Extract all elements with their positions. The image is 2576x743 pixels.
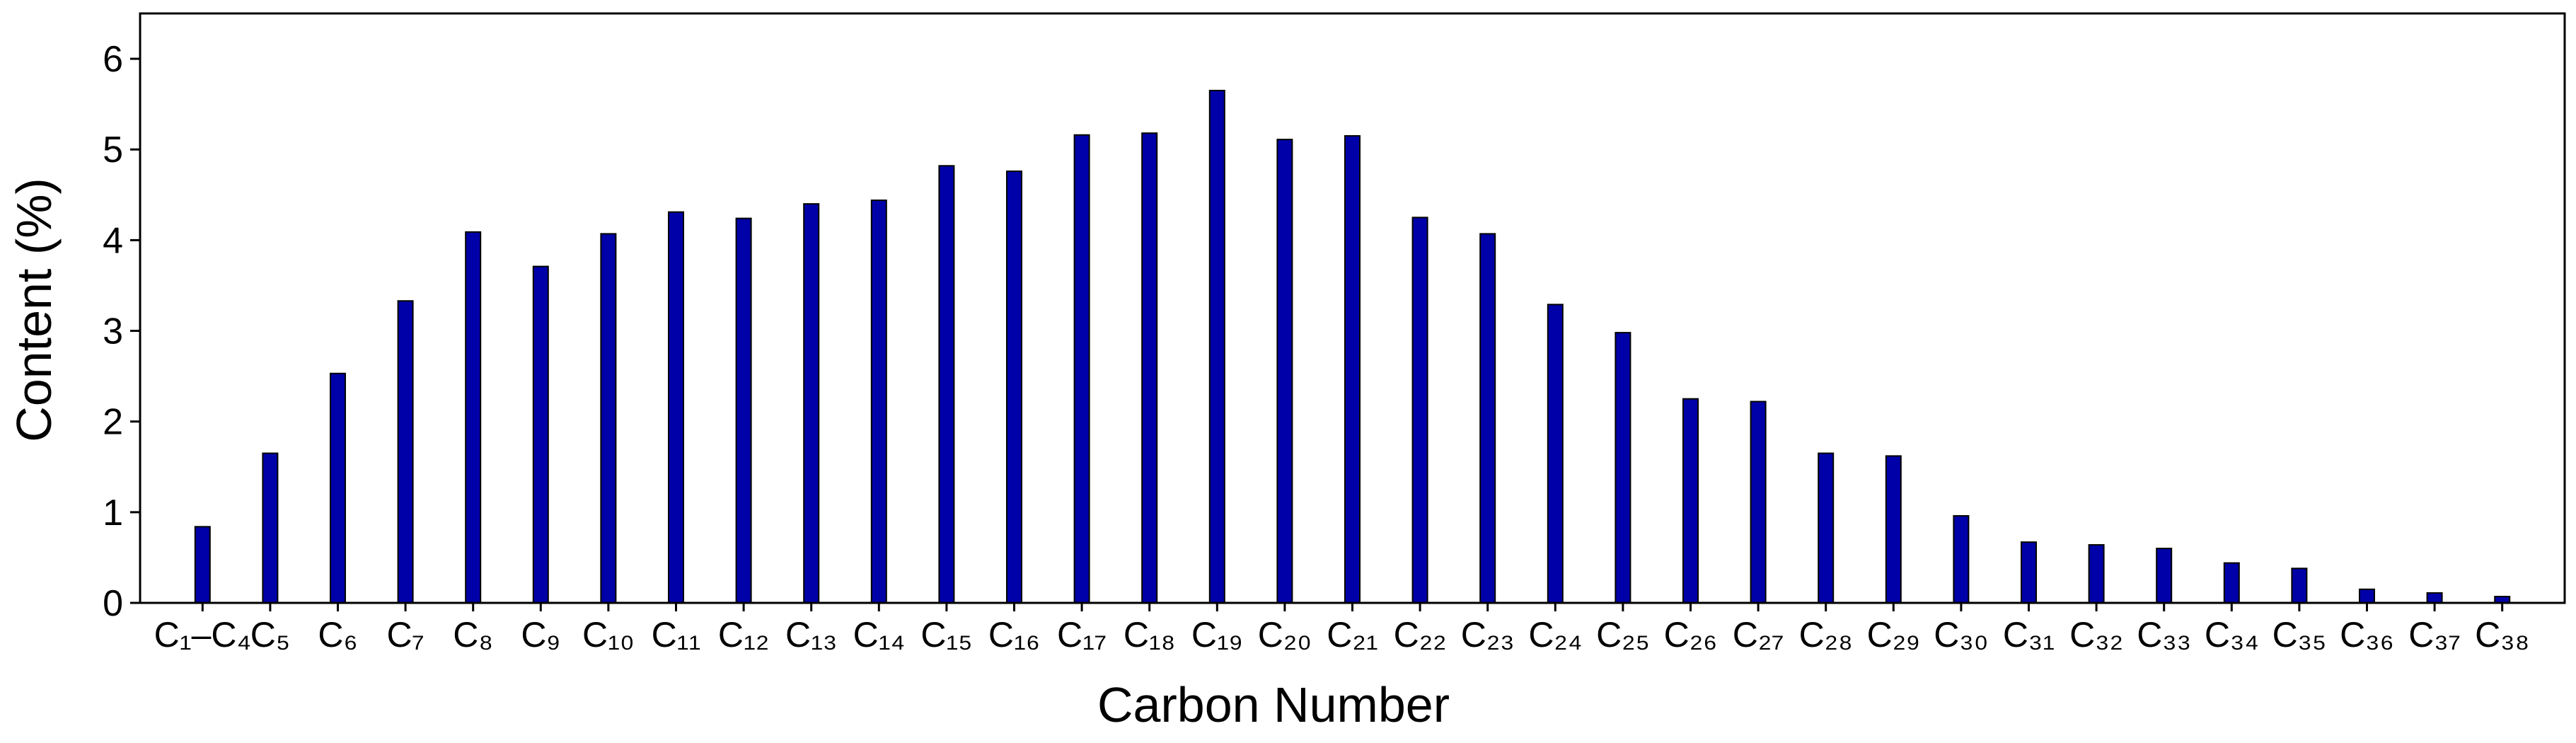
bar <box>2359 588 2375 604</box>
bar <box>1006 170 1022 604</box>
x-tick-label: C₃₀ <box>1934 615 1988 655</box>
bar <box>2156 548 2173 604</box>
bar <box>262 452 279 604</box>
x-tick-label: C₂₁ <box>1327 615 1377 655</box>
x-tick-label: C₈ <box>453 615 493 655</box>
x-tick-label: C₃₄ <box>2205 615 2259 655</box>
bar <box>735 217 752 604</box>
x-tick-label: C₂₃ <box>1461 615 1515 655</box>
bar <box>668 211 684 604</box>
bar <box>2291 568 2308 604</box>
bar <box>2426 592 2443 604</box>
x-tick-label: C₅ <box>250 615 290 655</box>
x-tick-label: C₂₆ <box>1664 615 1718 655</box>
bar <box>938 165 955 604</box>
x-tick-label: C₆ <box>318 615 357 655</box>
y-tick-label: 6 <box>103 39 123 80</box>
x-tick-label: C₃₃ <box>2137 615 2191 655</box>
x-tick-label: C₁₇ <box>1057 615 1107 655</box>
x-tick-label: C₁₂ <box>718 615 769 655</box>
x-tick-label: C₁₁ <box>652 615 701 655</box>
x-tick-label: C₃₇ <box>2408 615 2461 655</box>
bar <box>1479 233 1496 604</box>
bar <box>194 526 211 604</box>
x-tick-label: C₂₇ <box>1733 615 1784 655</box>
y-axis-label: Content (%) <box>6 178 62 442</box>
x-tick-label: C₃₂ <box>2069 615 2123 655</box>
bar <box>870 199 887 604</box>
x-tick-label: C₁₄ <box>853 615 905 655</box>
bar <box>1818 452 1835 604</box>
bar <box>1547 304 1564 604</box>
bar <box>532 265 549 604</box>
bar <box>600 233 617 604</box>
x-tick-label: C₁–C₄ <box>154 615 251 655</box>
bar <box>2223 562 2240 604</box>
x-tick-label: C₃₈ <box>2475 615 2529 655</box>
bar <box>2088 543 2105 604</box>
bar <box>1953 514 1970 604</box>
bar <box>465 231 482 604</box>
bar <box>1073 134 1090 604</box>
x-tick-label: C₁₉ <box>1191 615 1243 655</box>
bar <box>1276 139 1293 604</box>
x-tick-label: C₁₈ <box>1124 615 1176 655</box>
bar <box>1344 135 1361 604</box>
bar <box>1750 401 1767 604</box>
x-tick-label: C₉ <box>521 615 560 655</box>
x-tick-label: C₂₂ <box>1394 615 1447 655</box>
x-axis-label: Carbon Number <box>1097 677 1450 732</box>
y-tick-label: 4 <box>103 220 123 261</box>
x-tick-label: C₂₈ <box>1799 615 1853 655</box>
y-tick-label: 5 <box>103 129 123 171</box>
x-tick-label: C₁₃ <box>785 615 837 655</box>
x-tick-label: C₂₉ <box>1867 615 1920 655</box>
y-tick-label: 0 <box>103 583 123 624</box>
y-tick-label: 1 <box>103 493 123 534</box>
bar <box>1208 89 1225 604</box>
x-tick-label: C₁₅ <box>920 615 972 655</box>
bar <box>803 203 820 604</box>
x-tick-label: C₂₄ <box>1528 615 1582 655</box>
bar <box>1682 398 1699 604</box>
x-tick-label: C₁₆ <box>988 615 1040 655</box>
y-tick-label: 3 <box>103 311 123 352</box>
x-tick-label: C₂₀ <box>1258 615 1312 655</box>
x-tick-label: C₃₆ <box>2340 615 2394 655</box>
x-tick-label: C₇ <box>386 615 424 655</box>
bar <box>1615 332 1631 604</box>
bar <box>330 372 346 604</box>
bar <box>1885 455 1902 604</box>
bar <box>1141 132 1158 604</box>
bar <box>1411 217 1428 604</box>
bar <box>397 300 414 604</box>
bar <box>2021 541 2037 604</box>
x-tick-label: C₂₅ <box>1596 615 1650 655</box>
plot-frame <box>139 12 2566 604</box>
x-tick-label: C₃₁ <box>2003 615 2055 655</box>
x-tick-label: C₃₅ <box>2272 615 2327 655</box>
y-tick-label: 2 <box>103 402 123 443</box>
x-tick-label: C₁₀ <box>582 615 635 655</box>
